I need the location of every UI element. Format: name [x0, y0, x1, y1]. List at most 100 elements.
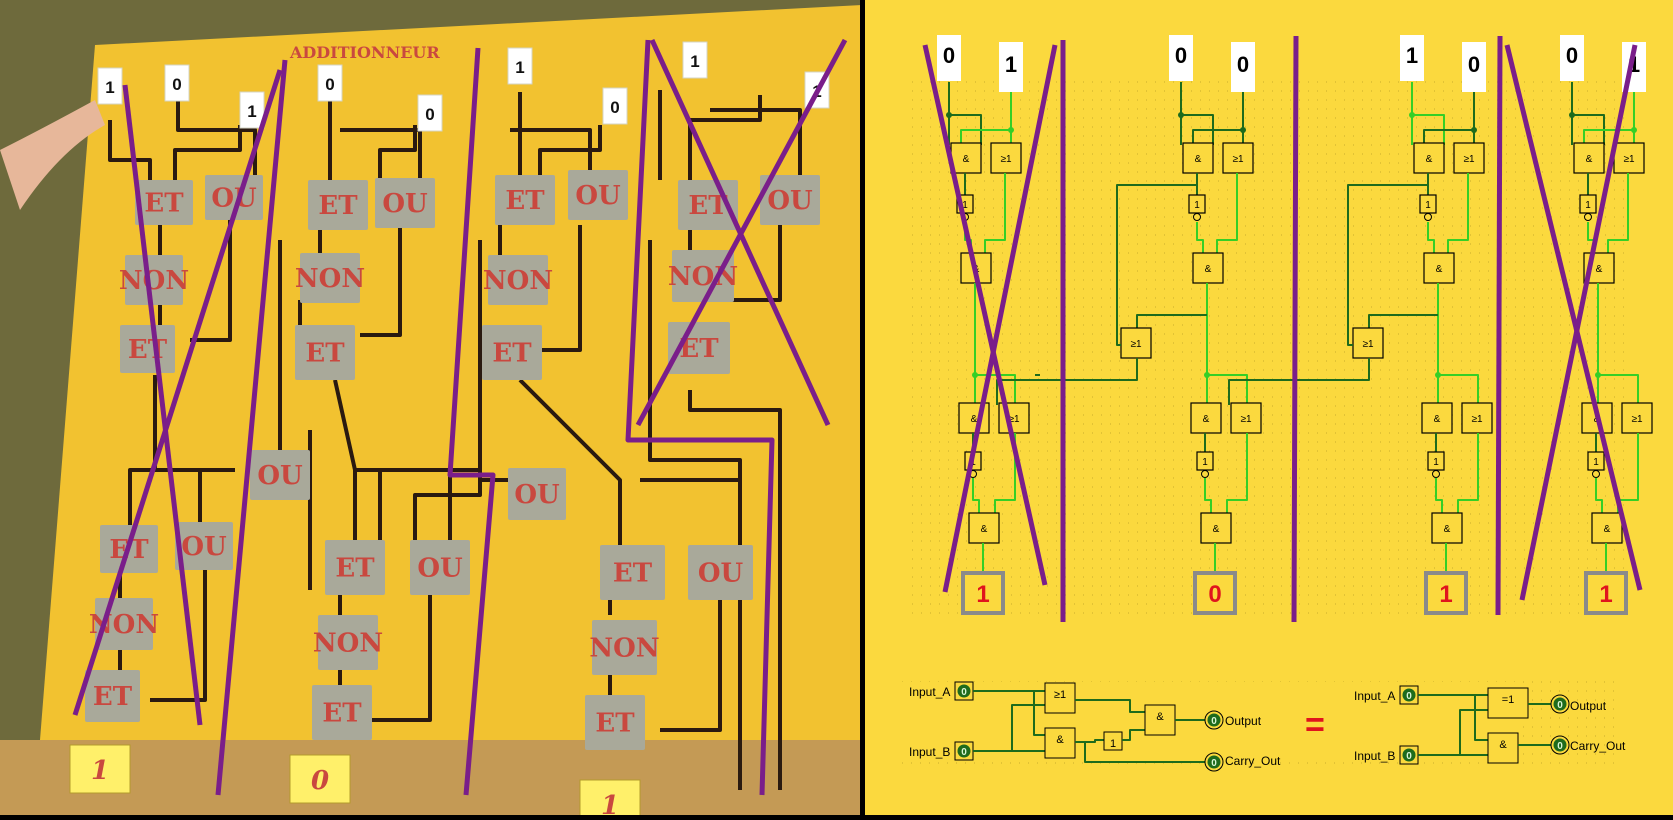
gate-symbol: =1: [1502, 694, 1515, 706]
gate-body: [668, 322, 730, 374]
gate-label: OU: [575, 181, 621, 211]
gate-box: [1144, 704, 1176, 736]
input-b-value: 0: [1237, 52, 1249, 77]
wire: [1423, 129, 1474, 145]
gate-body: [375, 178, 435, 228]
gate-body: [568, 170, 628, 220]
gate-symbol: &: [1586, 154, 1593, 165]
gate-body: [125, 255, 183, 305]
gate-symbol: &: [1434, 414, 1441, 425]
board-gate-and: ET: [325, 540, 385, 595]
gate-body: [318, 615, 378, 670]
gate-symbol: ≥1: [1623, 154, 1634, 165]
gate-box: [1044, 682, 1076, 714]
board-gate-not: NON: [119, 255, 189, 305]
gate-symbol: 1: [1425, 200, 1431, 211]
gate-label: OU: [382, 189, 428, 219]
half-adder-xor: Input_A Input_B Output Carry_Out 0 0 =1 & 0 0: [1354, 685, 1626, 765]
gate-box: [1222, 142, 1254, 174]
input-a-box: [1400, 35, 1424, 81]
board-gate-or: OU: [508, 468, 566, 520]
wire: [949, 114, 982, 145]
output-value: 1: [1439, 581, 1452, 608]
out-pin-led: [1553, 697, 1567, 711]
gate-box: [1487, 732, 1519, 764]
input-card-6: 1: [507, 47, 533, 85]
input-card-value: 1: [105, 78, 114, 97]
strike-line: [922, 44, 1048, 586]
input-b-box: [999, 42, 1023, 92]
and-gate: &: [1192, 252, 1224, 284]
wire: [1607, 173, 1629, 255]
input-b-label-xor: Input_B: [1354, 749, 1395, 763]
input-b-pin: 0: [1399, 745, 1419, 765]
input-a-pin: 0: [954, 681, 974, 701]
board-gate-and: ET: [120, 325, 175, 373]
board-gate-not: NON: [295, 253, 365, 303]
wire: [1192, 129, 1243, 145]
gate-symbol: &: [1596, 264, 1603, 275]
pin-led: [957, 744, 971, 758]
strike-line: [1519, 44, 1638, 601]
wire: [1226, 433, 1248, 515]
board-gate-and: ET: [495, 175, 555, 225]
board-wire: [150, 565, 207, 702]
not-gate: 1: [1427, 451, 1445, 478]
half-adder-gate: &: [1044, 727, 1076, 759]
wire-junction: [1631, 127, 1637, 133]
input-card-value: 1: [690, 52, 699, 71]
wire: [1595, 478, 1603, 515]
board-wire: [173, 125, 242, 190]
output-label: Output: [1225, 714, 1262, 728]
output-card-body: [69, 744, 131, 794]
output-box: [961, 571, 1005, 615]
input-a-value: 0: [1175, 43, 1187, 68]
board-wire: [540, 225, 582, 352]
output-card-value: 1: [91, 756, 109, 786]
gate-box: [968, 512, 1000, 544]
board-wire: [190, 220, 232, 342]
out-pin-led: [1553, 738, 1567, 752]
wire: [1084, 742, 1205, 763]
or-gate: ≥1: [1613, 142, 1645, 174]
hand: [0, 100, 105, 210]
input-card-3: 1: [239, 91, 265, 129]
gate-body: [585, 695, 645, 750]
wire: [1228, 358, 1370, 405]
wire: [994, 433, 1016, 515]
wire: [1474, 695, 1488, 741]
gate-symbol: 1: [1585, 200, 1591, 211]
wire-junction: [1204, 372, 1210, 378]
input-card-body: [164, 64, 190, 102]
board-wire: [176, 100, 257, 185]
gate-body: [488, 255, 548, 305]
pin-led: [1402, 688, 1416, 702]
gate-symbol: &: [1604, 524, 1611, 535]
gate-symbol: ≥1: [1008, 414, 1019, 425]
input-b-value: 0: [1468, 52, 1480, 77]
board-gate-or: OU: [175, 522, 233, 570]
carry-out-label: Carry_Out: [1225, 754, 1281, 768]
gate-label: ET: [318, 191, 358, 221]
gate-box: [990, 142, 1022, 174]
gate-body: [312, 685, 372, 740]
and-gate: &: [1573, 142, 1605, 174]
board-wire: [360, 225, 402, 337]
not-gate: 1: [1579, 194, 1597, 221]
strike-line: [122, 84, 203, 726]
gate-box: [1120, 327, 1152, 359]
input-card-body: [97, 67, 123, 105]
gate-body: [135, 180, 193, 225]
input-b-label: Input_B: [909, 745, 950, 759]
board-title: ADDITIONNEUR: [289, 43, 440, 62]
out-pin-value: 0: [1557, 700, 1563, 711]
gate-symbol: &: [1205, 264, 1212, 275]
out-pin-value: 0: [1557, 741, 1563, 752]
gate-label: OU: [181, 532, 227, 562]
column-3-output: 1: [1424, 571, 1468, 615]
gate-symbol: &: [971, 414, 978, 425]
input-a-pin: 0: [1399, 685, 1419, 705]
input-card-body: [507, 47, 533, 85]
board-wire: [510, 128, 592, 185]
